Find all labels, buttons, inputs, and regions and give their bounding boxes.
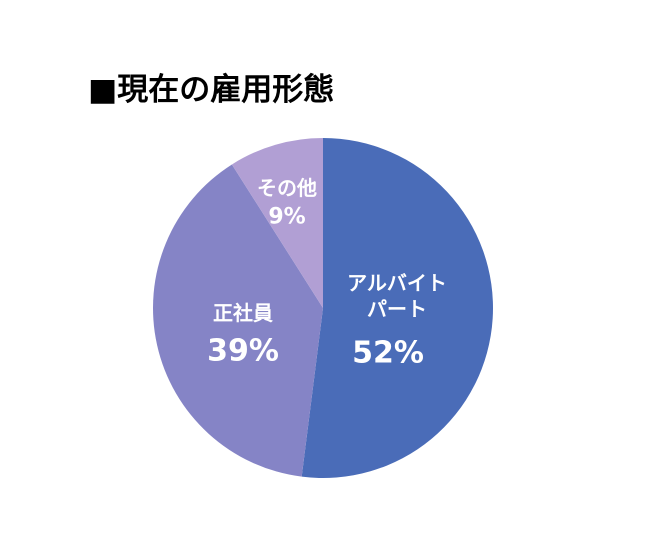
value-label: 9%: [268, 204, 306, 230]
category-label: アルバイト パート: [347, 271, 447, 321]
pie-slice: [231, 138, 323, 308]
pie-slice: [153, 164, 323, 477]
chart-title: ■現在の雇用形態: [88, 72, 335, 108]
value-label: 52%: [352, 335, 424, 371]
pie-slice: [301, 138, 494, 479]
category-label: その他: [257, 176, 317, 200]
category-label: 正社員: [213, 301, 273, 325]
value-label: 39%: [207, 333, 279, 369]
